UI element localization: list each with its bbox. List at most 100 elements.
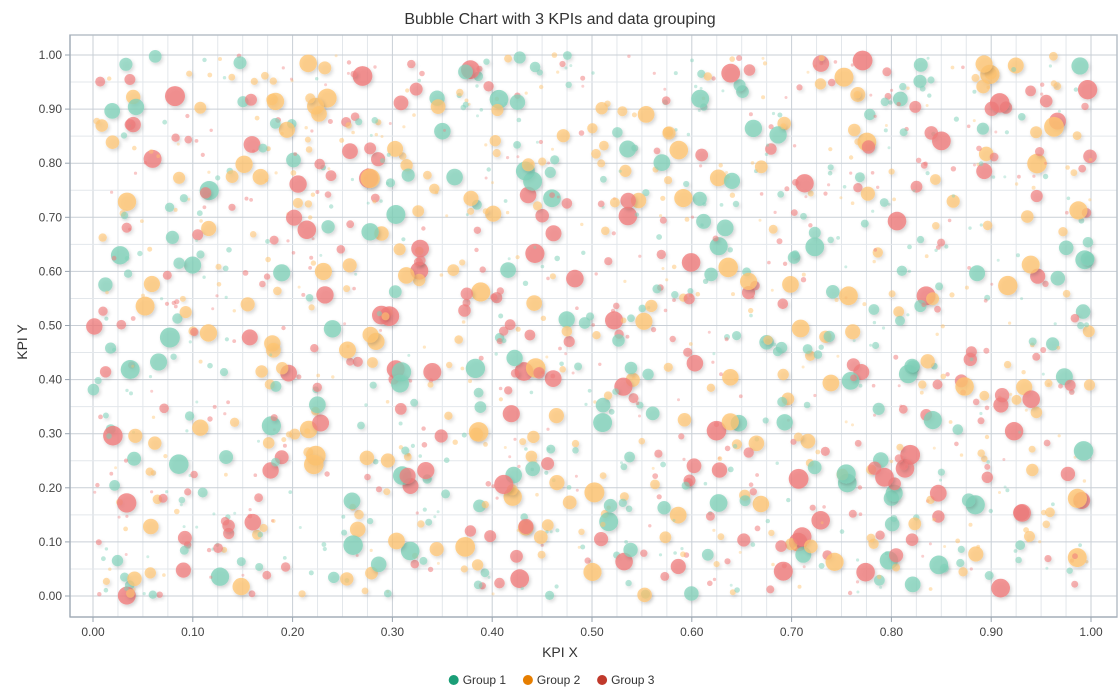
bubble-point-group-3[interactable] [963, 352, 977, 367]
bubble-point-group-3[interactable] [247, 513, 253, 519]
bubble-point-group-3[interactable] [618, 206, 638, 226]
bubble-point-group-1[interactable] [620, 463, 628, 471]
bubble-point-group-3[interactable] [894, 454, 904, 463]
bubble-point-group-3[interactable] [932, 131, 951, 151]
bubble-point-group-3[interactable] [324, 83, 328, 87]
bubble-point-group-1[interactable] [219, 450, 234, 465]
bubble-point-group-1[interactable] [593, 413, 613, 433]
bubble-point-group-2[interactable] [199, 219, 203, 223]
bubble-point-group-2[interactable] [822, 374, 840, 392]
bubble-point-group-1[interactable] [968, 226, 972, 230]
bubble-point-group-3[interactable] [766, 585, 775, 594]
bubble-point-group-2[interactable] [305, 93, 316, 104]
bubble-point-group-2[interactable] [215, 263, 222, 270]
bubble-point-group-2[interactable] [1030, 406, 1043, 419]
bubble-point-group-3[interactable] [768, 124, 774, 130]
bubble-point-group-3[interactable] [385, 321, 388, 325]
bubble-point-group-1[interactable] [653, 154, 671, 172]
bubble-point-group-3[interactable] [324, 471, 330, 477]
bubble-point-group-2[interactable] [669, 140, 689, 160]
bubble-point-group-3[interactable] [921, 554, 925, 558]
bubble-point-group-1[interactable] [984, 294, 991, 301]
bubble-point-group-1[interactable] [386, 152, 391, 157]
bubble-point-group-2[interactable] [599, 140, 609, 151]
bubble-point-group-1[interactable] [550, 155, 560, 165]
bubble-point-group-2[interactable] [712, 528, 716, 532]
bubble-point-group-3[interactable] [620, 192, 636, 209]
bubble-point-group-2[interactable] [1021, 370, 1026, 375]
bubble-point-group-1[interactable] [813, 350, 823, 359]
bubble-point-group-3[interactable] [711, 76, 716, 81]
bubble-point-group-2[interactable] [818, 55, 825, 62]
bubble-point-group-2[interactable] [304, 428, 311, 435]
bubble-point-group-1[interactable] [308, 570, 314, 576]
bubble-point-group-3[interactable] [478, 355, 484, 361]
bubble-point-group-2[interactable] [674, 189, 693, 208]
bubble-point-group-2[interactable] [163, 454, 168, 459]
bubble-point-group-3[interactable] [171, 133, 180, 142]
bubble-point-group-2[interactable] [207, 72, 213, 78]
bubble-point-group-1[interactable] [341, 514, 346, 519]
bubble-point-group-3[interactable] [767, 260, 771, 265]
bubble-point-group-1[interactable] [207, 362, 213, 369]
bubble-point-group-2[interactable] [471, 282, 491, 302]
bubble-point-group-3[interactable] [966, 124, 971, 129]
bubble-point-group-1[interactable] [1077, 322, 1085, 330]
bubble-point-group-1[interactable] [110, 246, 130, 265]
bubble-point-group-2[interactable] [750, 161, 755, 165]
bubble-point-group-1[interactable] [599, 512, 619, 532]
bubble-point-group-2[interactable] [304, 136, 311, 143]
bubble-point-group-3[interactable] [222, 519, 235, 533]
bubble-point-group-2[interactable] [463, 190, 479, 206]
bubble-point-group-2[interactable] [814, 78, 827, 90]
bubble-point-group-2[interactable] [436, 561, 440, 565]
bubble-point-group-1[interactable] [766, 143, 770, 147]
bubble-point-group-1[interactable] [555, 528, 560, 533]
bubble-point-group-1[interactable] [210, 567, 230, 586]
bubble-point-group-1[interactable] [529, 390, 534, 395]
bubble-point-group-1[interactable] [187, 545, 191, 549]
bubble-point-group-2[interactable] [374, 132, 378, 137]
bubble-point-group-2[interactable] [351, 130, 355, 135]
bubble-point-group-1[interactable] [623, 542, 638, 558]
bubble-point-group-3[interactable] [364, 142, 377, 155]
bubble-point-group-1[interactable] [703, 481, 708, 486]
bubble-point-group-2[interactable] [930, 174, 941, 185]
bubble-point-group-2[interactable] [361, 587, 369, 595]
bubble-point-group-1[interactable] [179, 194, 188, 203]
bubble-point-group-2[interactable] [600, 521, 606, 528]
bubble-point-group-3[interactable] [896, 101, 901, 107]
bubble-point-group-3[interactable] [873, 248, 878, 252]
bubble-point-group-2[interactable] [423, 170, 432, 180]
bubble-point-group-3[interactable] [499, 326, 509, 336]
bubble-point-group-2[interactable] [706, 383, 716, 392]
bubble-point-group-2[interactable] [1065, 165, 1070, 170]
bubble-point-group-3[interactable] [678, 433, 685, 440]
bubble-point-group-2[interactable] [797, 584, 802, 589]
bubble-point-group-3[interactable] [682, 457, 686, 461]
bubble-point-group-1[interactable] [127, 451, 142, 466]
bubble-point-group-2[interactable] [713, 561, 720, 568]
bubble-point-group-2[interactable] [888, 290, 896, 298]
bubble-point-group-1[interactable] [1042, 173, 1049, 180]
bubble-point-group-3[interactable] [923, 161, 928, 166]
bubble-point-group-2[interactable] [194, 101, 207, 114]
bubble-point-group-3[interactable] [286, 239, 290, 243]
bubble-point-group-1[interactable] [473, 580, 483, 590]
bubble-point-group-1[interactable] [624, 451, 635, 463]
bubble-point-group-3[interactable] [1078, 164, 1087, 173]
bubble-point-group-1[interactable] [525, 461, 541, 477]
bubble-point-group-3[interactable] [855, 580, 860, 584]
bubble-point-group-3[interactable] [289, 77, 293, 81]
bubble-point-group-3[interactable] [541, 371, 544, 374]
bubble-point-group-3[interactable] [564, 352, 568, 356]
bubble-point-group-1[interactable] [513, 141, 521, 149]
bubble-point-group-1[interactable] [104, 316, 109, 321]
bubble-point-group-2[interactable] [483, 442, 488, 447]
bubble-point-group-3[interactable] [905, 533, 919, 546]
bubble-point-group-1[interactable] [162, 119, 168, 125]
bubble-point-group-3[interactable] [213, 543, 224, 553]
bubble-point-group-3[interactable] [681, 253, 701, 272]
bubble-point-group-2[interactable] [281, 437, 287, 443]
bubble-point-group-3[interactable] [490, 293, 498, 301]
